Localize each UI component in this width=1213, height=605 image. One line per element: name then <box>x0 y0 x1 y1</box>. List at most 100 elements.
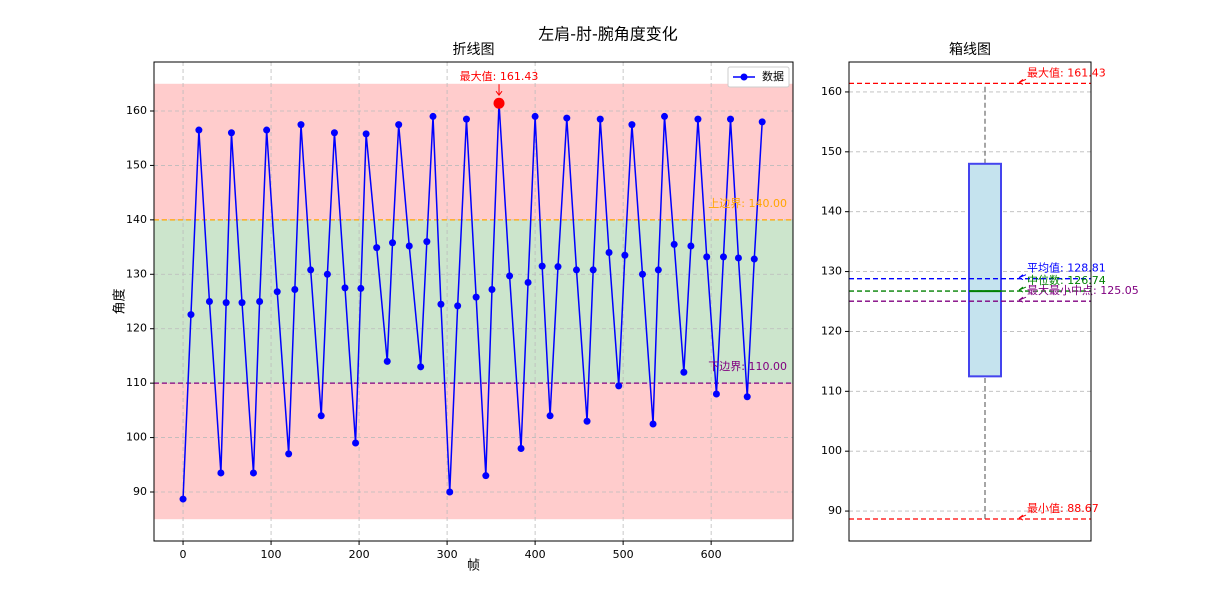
y-tick-label: 90 <box>828 504 842 517</box>
data-point <box>712 390 720 398</box>
data-point <box>357 284 365 292</box>
data-point <box>538 262 546 270</box>
data-point <box>454 302 462 310</box>
max-point <box>493 97 505 109</box>
reference-label: 最大值: 161.43 <box>1027 65 1106 79</box>
figure-title: 左肩-肘-腕角度变化 <box>538 25 678 44</box>
data-point <box>546 412 554 420</box>
y-tick-label: 130 <box>821 265 842 278</box>
data-point <box>389 239 397 247</box>
y-tick-label: 110 <box>126 376 147 389</box>
axes-title: 箱线图 <box>949 42 991 58</box>
y-tick-label: 100 <box>126 431 147 444</box>
data-point <box>654 266 662 274</box>
data-point <box>330 129 338 137</box>
data-point <box>719 253 727 261</box>
data-point <box>517 444 525 452</box>
data-point <box>317 412 325 420</box>
y-tick-label: 150 <box>821 145 842 158</box>
box <box>968 162 1002 378</box>
legend-marker <box>740 73 748 81</box>
x-axis-label: 帧 <box>467 559 480 574</box>
y-tick-label: 120 <box>821 324 842 337</box>
data-point <box>417 363 425 371</box>
data-point <box>256 298 264 305</box>
data-point <box>506 272 514 280</box>
data-point <box>263 126 271 134</box>
data-point <box>222 299 230 307</box>
reference-arrow <box>1018 274 1027 281</box>
data-point <box>638 270 646 278</box>
band <box>154 383 793 520</box>
data-point <box>758 118 766 126</box>
data-point <box>446 488 454 496</box>
data-point <box>352 439 360 447</box>
data-point <box>660 112 668 120</box>
reference-arrow <box>1018 514 1027 521</box>
data-point <box>734 254 742 262</box>
data-point <box>437 300 445 308</box>
data-point <box>373 244 381 252</box>
data-point <box>621 251 629 259</box>
reference-label: 最大最小中点: 125.05 <box>1027 283 1139 297</box>
data-point <box>488 286 496 294</box>
x-tick-label: 300 <box>437 548 458 561</box>
max-arrowhead <box>495 90 503 97</box>
data-point <box>482 472 490 480</box>
data-point <box>285 450 293 458</box>
data-point <box>605 249 613 257</box>
y-tick-label: 160 <box>126 104 147 117</box>
data-point <box>383 357 391 365</box>
data-point <box>395 121 403 129</box>
x-tick-label: 400 <box>525 548 546 561</box>
data-point <box>297 121 305 129</box>
axes-title: 折线图 <box>453 42 495 58</box>
x-tick-label: 100 <box>261 548 282 561</box>
data-point <box>628 121 636 129</box>
data-point <box>362 130 370 138</box>
data-point <box>273 288 281 296</box>
data-point <box>750 255 758 263</box>
reference-label: 中位数: 126.74 <box>1027 273 1106 287</box>
max-label: 最大值: 161.43 <box>460 69 539 83</box>
band <box>154 83 793 220</box>
data-point <box>249 469 257 477</box>
reference-arrow <box>1018 286 1027 293</box>
y-tick-label: 90 <box>133 485 147 498</box>
reference-arrow <box>1018 296 1027 303</box>
data-point <box>554 263 562 271</box>
legend-frame <box>727 66 790 88</box>
y-tick-label: 130 <box>126 267 147 280</box>
data-point <box>462 115 470 123</box>
data-point <box>694 115 702 123</box>
data-point <box>531 112 539 120</box>
data-point <box>307 266 315 274</box>
x-tick-label: 200 <box>349 548 370 561</box>
data-point <box>195 126 203 134</box>
data-point <box>596 115 604 123</box>
data-point <box>323 270 331 278</box>
data-point <box>472 293 480 301</box>
data-point <box>524 278 532 286</box>
y-tick-label: 160 <box>821 85 842 98</box>
reference-arrow <box>1018 78 1027 85</box>
bound-label: 上边界: 140.00 <box>708 197 787 210</box>
data-point <box>429 112 437 120</box>
legend-label: 数据 <box>762 69 784 83</box>
reference-label: 平均值: 128.81 <box>1027 262 1106 275</box>
data-point <box>572 266 580 274</box>
y-tick-label: 140 <box>821 205 842 218</box>
data-point <box>743 393 751 401</box>
data-point <box>703 253 711 261</box>
y-tick-label: 120 <box>126 322 147 335</box>
axes-frame <box>153 61 794 542</box>
data-point <box>187 311 195 319</box>
y-tick-label: 140 <box>126 213 147 226</box>
data-point <box>405 242 413 250</box>
data-point <box>687 242 695 250</box>
data-point <box>649 420 657 428</box>
data-point <box>238 299 246 307</box>
data-point <box>227 129 235 137</box>
data-point <box>179 495 187 503</box>
data-point <box>670 240 678 248</box>
